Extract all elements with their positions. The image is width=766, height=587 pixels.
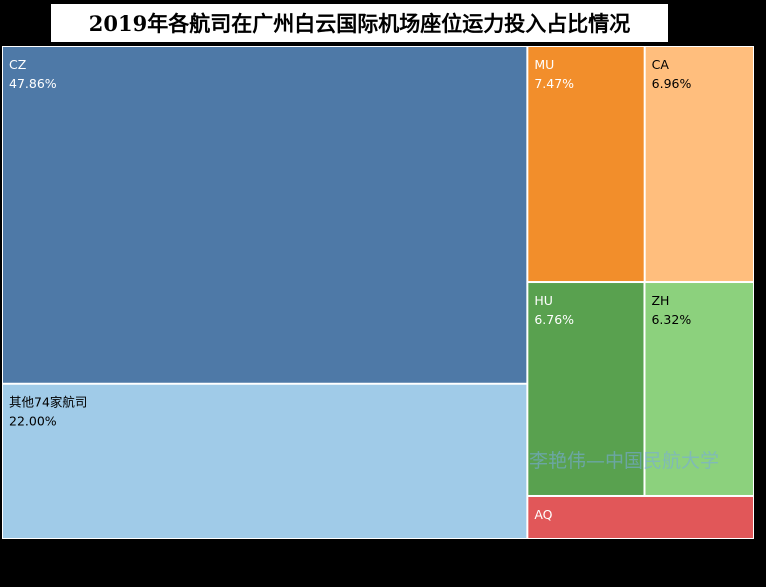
treemap-label-name: MU bbox=[534, 57, 554, 72]
treemap-label-name: HU bbox=[534, 293, 553, 308]
treemap-label-value: 6.76% bbox=[534, 312, 574, 327]
treemap-rect bbox=[3, 47, 527, 383]
treemap-label-value: 47.86% bbox=[9, 76, 57, 91]
treemap-cell: CA 6.96% bbox=[645, 47, 753, 282]
treemap-label-value: 22.00% bbox=[9, 414, 57, 429]
treemap-cell: CZ 47.86% bbox=[3, 47, 527, 383]
treemap-label-value: 7.47% bbox=[534, 76, 574, 91]
treemap-area: CZ 47.86% 其他74家航司 22.00% MU 7.47% CA 6.96% HU 6.7… bbox=[2, 46, 754, 539]
treemap-rect bbox=[528, 283, 644, 495]
treemap-rect bbox=[645, 283, 753, 495]
watermark: 李艳伟—中国民航大学 bbox=[529, 450, 720, 472]
treemap-label-value: 6.32% bbox=[651, 312, 691, 327]
treemap-cell: MU 7.47% bbox=[528, 47, 644, 282]
treemap-cell: 其他74家航司 22.00% bbox=[3, 384, 527, 538]
treemap-cell: ZH 6.32% bbox=[645, 283, 753, 495]
treemap-rect bbox=[3, 384, 527, 538]
treemap-label-name: AQ bbox=[534, 507, 552, 522]
treemap-label-name: ZH bbox=[651, 293, 669, 308]
treemap-label-name: 其他74家航司 bbox=[9, 395, 87, 410]
treemap-svg: CZ 47.86% 其他74家航司 22.00% MU 7.47% CA 6.96% HU 6.7… bbox=[3, 47, 753, 538]
title-box: 2019年各航司在广州白云国际机场座位运力投入占比情况 bbox=[51, 4, 668, 42]
treemap-cell: HU 6.76% bbox=[528, 283, 644, 495]
treemap-label-value: 6.96% bbox=[652, 76, 692, 91]
chart-title: 2019年各航司在广州白云国际机场座位运力投入占比情况 bbox=[88, 11, 631, 36]
treemap-rect bbox=[528, 47, 644, 282]
treemap-label-name: CZ bbox=[9, 57, 26, 72]
treemap-label-name: CA bbox=[652, 57, 670, 72]
treemap-rect bbox=[645, 47, 753, 282]
treemap-cell: AQ bbox=[528, 496, 753, 538]
treemap-rect bbox=[528, 496, 753, 538]
